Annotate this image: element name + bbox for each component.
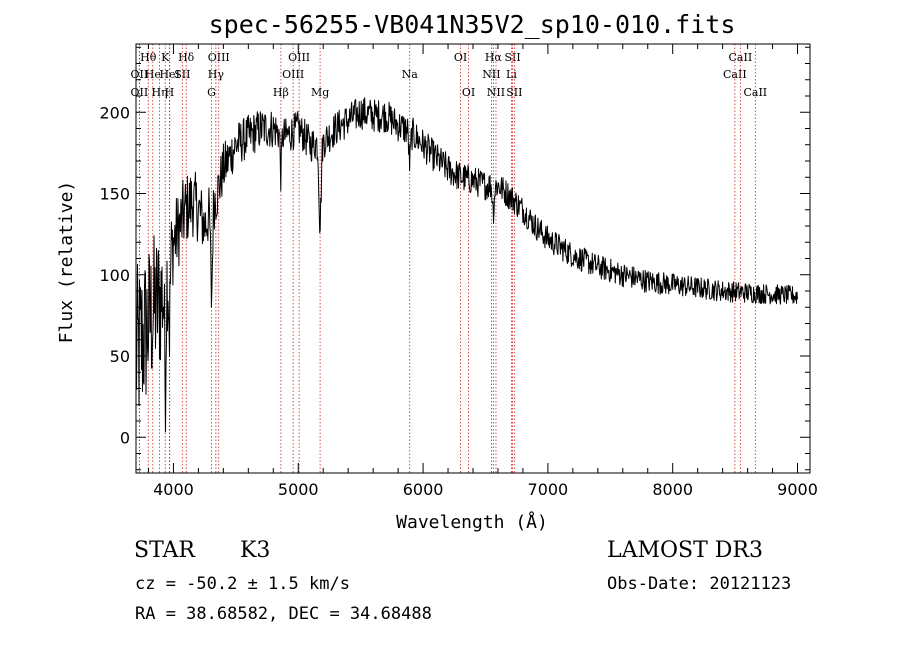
line-marker-label: He: [145, 68, 161, 81]
x-axis-label: Wavelength (Å): [396, 511, 548, 533]
axis-ticks: 4000 5000 6000 7000 8000 9000 0 50 100 150 200: [99, 44, 818, 499]
line-marker-label: G: [207, 86, 216, 99]
y-tick-label: 0: [120, 428, 130, 447]
line-marker-label: CaII: [729, 51, 753, 64]
line-marker-label: Hθ: [140, 51, 157, 64]
line-marker-label: SII: [506, 86, 522, 99]
line-marker-label: Na: [402, 68, 419, 81]
line-marker-label: OII: [131, 68, 149, 81]
line-marker-label: SII: [174, 68, 190, 81]
line-marker-label: CaII: [743, 86, 767, 99]
y-tick-label: 200: [99, 103, 130, 122]
sky-coordinates: RA = 38.68582, DEC = 34.68488: [135, 604, 432, 624]
line-marker-label: NII: [482, 68, 500, 81]
y-axis-label: Flux (relative): [56, 181, 77, 344]
line-marker-label: OIII: [282, 68, 304, 81]
line-marker-label: OI: [454, 51, 467, 64]
line-marker-label: OIII: [288, 51, 310, 64]
line-marker-label: CaII: [723, 68, 747, 81]
plot-frame: [135, 43, 811, 474]
survey-name: LAMOST DR3: [607, 538, 763, 563]
x-tick-label: 4000: [153, 480, 194, 499]
line-marker-label: Hα: [485, 51, 503, 64]
y-tick-label: 50: [110, 347, 130, 366]
line-marker-label: OI: [462, 86, 475, 99]
line-marker-label: OII: [131, 86, 149, 99]
line-marker-label: Mg: [311, 86, 329, 99]
spectrum-series: [135, 97, 798, 433]
x-tick-label: 5000: [278, 480, 319, 499]
line-marker-label: NII: [487, 86, 505, 99]
redshift-readout: cz = -50.2 ± 1.5 km/s: [135, 574, 350, 594]
y-tick-label: 150: [99, 185, 130, 204]
line-marker-label: SII: [504, 51, 520, 64]
line-marker-label: Hη: [151, 86, 167, 99]
line-marker-label: Hδ: [178, 51, 195, 64]
line-marker-label: Hβ: [273, 86, 289, 99]
x-tick-label: 7000: [528, 480, 569, 499]
line-marker-label: H: [165, 86, 175, 99]
line-marker-label: Hγ: [208, 68, 225, 81]
line-marker-label: HeI: [159, 68, 179, 81]
x-tick-label: 8000: [652, 480, 693, 499]
y-tick-label: 100: [99, 266, 130, 285]
line-marker-label: Li: [506, 68, 517, 81]
object-class: STAR: [134, 538, 195, 563]
x-tick-label: 6000: [403, 480, 444, 499]
line-marker-label: K: [161, 51, 170, 64]
x-tick-label: 9000: [777, 480, 818, 499]
line-marker-label: OIII: [208, 51, 230, 64]
chart-title: spec-56255-VB041N35V2_sp10-010.fits: [209, 10, 736, 39]
spectrum-line: [135, 97, 798, 433]
object-subclass: K3: [240, 538, 271, 563]
observation-date: Obs-Date: 20121123: [607, 574, 792, 594]
